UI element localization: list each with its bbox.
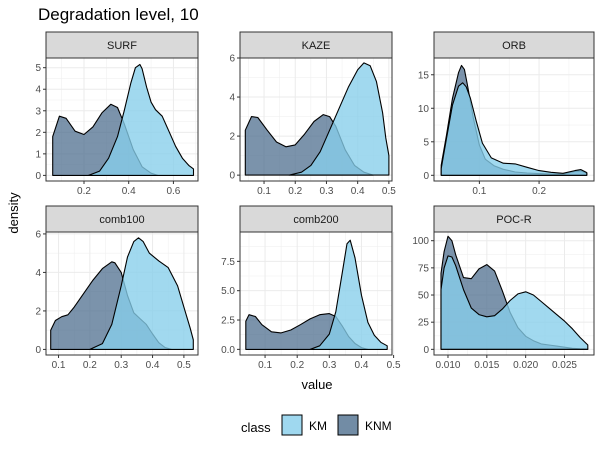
x-axis-label: value: [301, 377, 332, 392]
x-tick-label: 0.025: [552, 360, 577, 371]
x-tick-label: 0.3: [114, 360, 128, 371]
strip-surf: [45, 31, 199, 59]
legend-label-km: KM: [309, 419, 327, 433]
density-kaze-km: [288, 62, 390, 176]
y-tick-label: 10: [418, 104, 430, 115]
x-tick-label: 0.4: [351, 186, 365, 197]
x-tick-label: 0.4: [355, 360, 369, 371]
y-tick-label: 6: [229, 54, 235, 65]
y-tick-label: 0.0: [221, 345, 235, 356]
y-tick-label: 100: [412, 236, 429, 247]
x-tick-label: 0.010: [435, 360, 460, 371]
legend-key-km: [281, 414, 303, 436]
density-poc-r-km: [440, 255, 589, 350]
panel-orb: ORB 0.1 0.2 0 5 10 15: [418, 31, 595, 197]
x-tick-label: 0.2: [83, 360, 97, 371]
x-tick-label: 0.1: [472, 186, 486, 197]
legend-label-knm: KNM: [365, 419, 392, 433]
y-tick-label: 4: [35, 85, 41, 96]
x-tick-label: 0.5: [382, 186, 396, 197]
y-tick-label: 15: [418, 70, 430, 81]
strip-label-orb: ORB: [502, 40, 526, 52]
y-tick-label: 0: [423, 345, 429, 356]
y-tick-label: 3: [35, 106, 41, 117]
y-tick-label: 5.0: [221, 286, 235, 297]
strip-orb: [433, 31, 595, 59]
x-tick-label: 0.1: [258, 360, 272, 371]
y-tick-label: 6: [35, 229, 41, 240]
panel-border: [239, 57, 393, 182]
panel-comb100: comb100 0.1 0.2 0.3 0.4 0.5 0 2 4 6: [35, 205, 199, 371]
density-comb100-km: [89, 237, 194, 350]
strip-label-poc-r: POC-R: [496, 214, 532, 226]
panel-poc-r: POC-R 0.010 0.015 0.020 0.025 0 25 50 75 100: [412, 205, 595, 371]
density-comb200-km: [309, 239, 388, 350]
y-tick-label: 0: [229, 171, 235, 182]
panel-comb200: comb200 0.1 0.2 0.3 0.4 0.5 0.0 2.5 5.0 7.5: [221, 205, 401, 371]
strip-kaze: [239, 31, 393, 59]
x-tick-label: 0.2: [288, 186, 302, 197]
x-tick-label: 0.1: [52, 360, 66, 371]
y-tick-label: 0: [35, 171, 41, 182]
strip-label-surf: SURF: [107, 40, 137, 52]
x-tick-label: 0.015: [474, 360, 499, 371]
y-tick-label: 0: [35, 345, 41, 356]
panel-kaze: KAZE 0.1 0.2 0.3 0.4 0.5 0 2 4 6: [229, 31, 396, 197]
density-surf-km: [87, 63, 195, 176]
y-tick-label: 25: [418, 318, 430, 329]
x-tick-label: 0.2: [77, 186, 91, 197]
legend-key-knm: [337, 414, 359, 436]
legend: class KM KNM: [241, 414, 392, 436]
panel-border: [45, 57, 199, 182]
y-tick-label: 4: [35, 268, 41, 279]
panel-border: [45, 231, 199, 356]
y-tick-label: 1: [35, 149, 41, 160]
panel-border: [433, 57, 595, 182]
x-tick-label: 0.3: [320, 186, 334, 197]
strip-label-kaze: KAZE: [302, 40, 331, 52]
x-tick-label: 0.1: [257, 186, 271, 197]
y-tick-label: 2: [35, 306, 41, 317]
y-tick-label: 7.5: [221, 257, 235, 268]
y-axis-label: density: [6, 192, 21, 234]
strip-label-comb200: comb200: [293, 214, 338, 226]
chart-title: Degradation level, 10: [38, 5, 199, 24]
y-tick-label: 5: [423, 137, 429, 148]
y-tick-label: 2.5: [221, 316, 235, 327]
y-tick-label: 2: [35, 128, 41, 139]
y-tick-label: 4: [229, 93, 235, 104]
x-tick-label: 0.6: [166, 186, 180, 197]
strip-label-comb100: comb100: [99, 214, 144, 226]
panel-surf: SURF 0.2 0.4 0.6 0 1 2 3 4 5: [35, 31, 199, 197]
panel-border: [239, 231, 393, 356]
x-tick-label: 0.3: [322, 360, 336, 371]
y-tick-label: 5: [35, 63, 41, 74]
legend-title: class: [241, 420, 271, 435]
y-tick-label: 50: [418, 291, 430, 302]
y-tick-label: 0: [423, 171, 429, 182]
density-orb-km: [440, 82, 588, 176]
x-tick-label: 0.2: [290, 360, 304, 371]
x-tick-label: 0.020: [513, 360, 538, 371]
y-tick-label: 75: [418, 263, 430, 274]
x-tick-label: 0.5: [387, 360, 401, 371]
x-tick-label: 0.2: [532, 186, 546, 197]
x-tick-label: 0.4: [146, 360, 160, 371]
y-tick-label: 2: [229, 132, 235, 143]
panels: SURF 0.2 0.4 0.6 0 1 2 3 4 5 KAZE 0.1 0.2 0.3 0.4 0.5 0 2…: [35, 31, 595, 371]
strip-poc-r: [433, 205, 595, 233]
panel-border: [433, 231, 595, 356]
x-tick-label: 0.5: [177, 360, 191, 371]
x-tick-label: 0.4: [122, 186, 136, 197]
